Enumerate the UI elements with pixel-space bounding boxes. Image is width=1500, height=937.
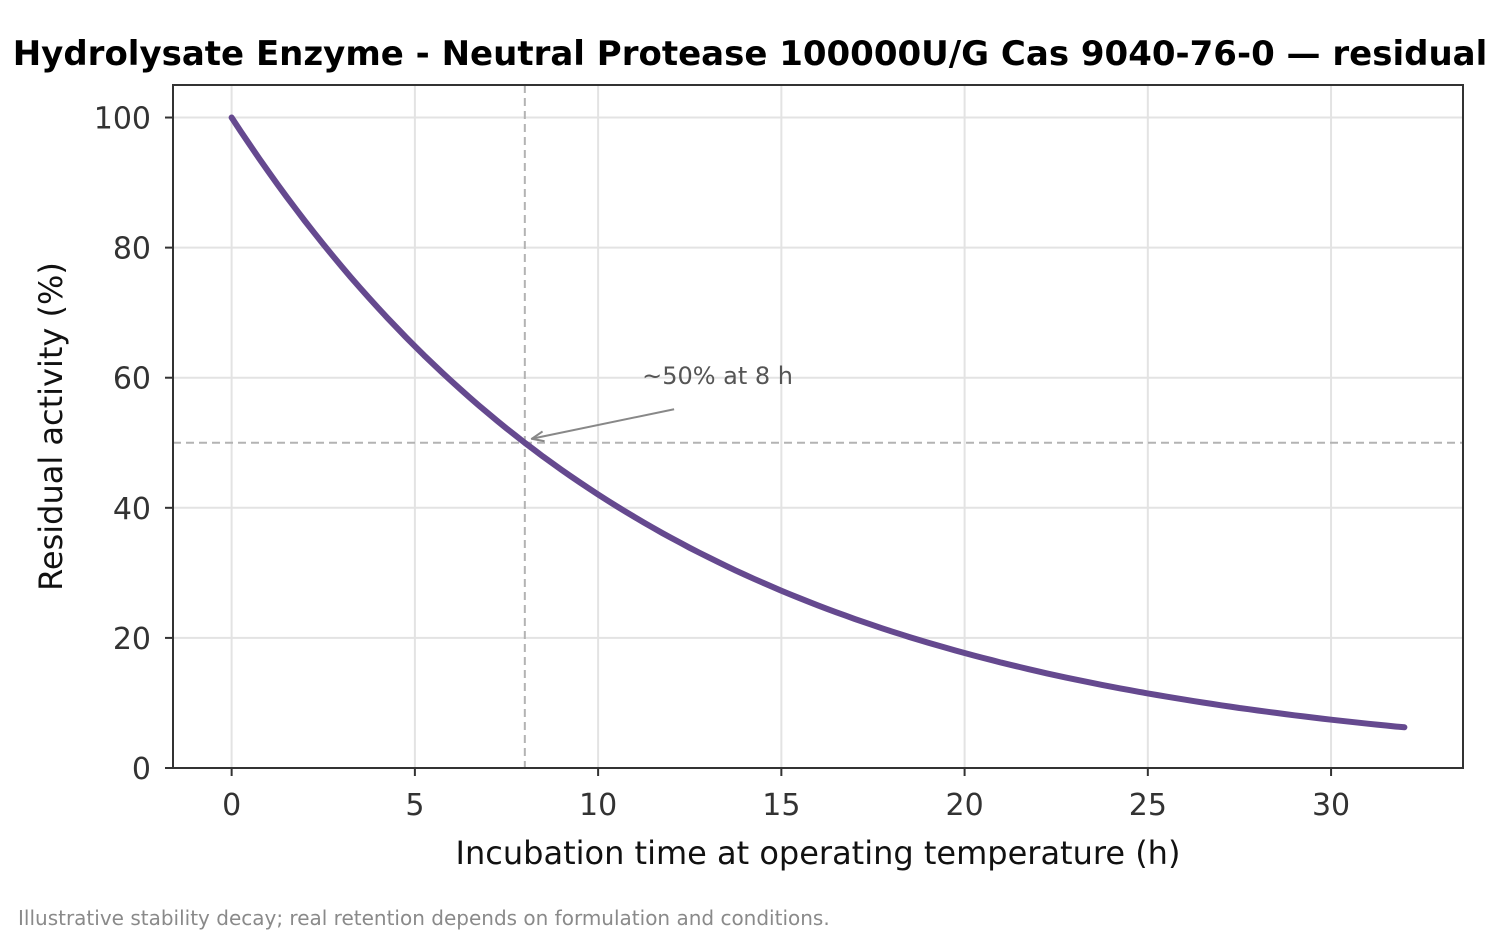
grid-layer — [173, 85, 1463, 769]
y-tick-label: 20 — [113, 622, 151, 657]
y-tick-label: 60 — [113, 362, 151, 397]
y-axis-label: Residual activity (%) — [32, 262, 70, 591]
y-tick-label: 100 — [94, 102, 151, 137]
x-axis-label: Incubation time at operating temperature… — [456, 834, 1181, 872]
x-tick-label: 0 — [222, 788, 241, 823]
y-tick-label: 80 — [113, 232, 151, 267]
annotation-layer: ~50% at 8 h — [532, 362, 793, 439]
chart-title: Hydrolysate Enzyme - Neutral Protease 10… — [13, 34, 1488, 74]
series-layer — [228, 114, 1408, 731]
x-tick-label: 5 — [405, 788, 424, 823]
y-tick-label: 0 — [132, 752, 151, 787]
annotation-arrow — [532, 408, 675, 439]
annotation-text: ~50% at 8 h — [642, 362, 793, 390]
plot-frame — [172, 84, 1464, 769]
y-tick-label: 40 — [113, 492, 151, 527]
reference-lines — [173, 85, 1463, 768]
x-tick-label: 15 — [762, 788, 800, 823]
tick-layer: 0 5 10 15 20 25 30 0 20 40 60 80 100 — [94, 102, 1350, 823]
decay-curve-line — [228, 114, 1408, 731]
x-tick-label: 20 — [945, 788, 983, 823]
x-tick-label: 30 — [1312, 788, 1350, 823]
footnote: Illustrative stability decay; real reten… — [18, 906, 830, 930]
x-tick-label: 10 — [579, 788, 617, 823]
x-tick-label: 25 — [1129, 788, 1167, 823]
